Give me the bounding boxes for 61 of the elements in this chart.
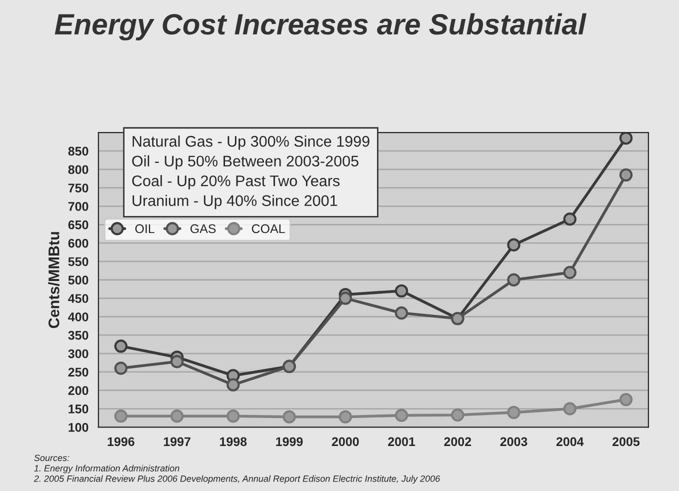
y-tick-label: 100 <box>68 422 88 432</box>
point <box>507 406 520 420</box>
point <box>619 132 633 145</box>
point <box>226 410 240 423</box>
y-tick-label: 800 <box>68 165 88 174</box>
annotation: Coal - Up 20% Past Two Years <box>132 175 340 190</box>
x-tick-label: 1996 <box>108 437 134 446</box>
point <box>563 212 576 226</box>
point <box>451 408 464 422</box>
point <box>338 292 352 305</box>
y-tick-label: 300 <box>68 349 88 358</box>
point <box>282 410 296 424</box>
text: 1. Energy Information Administration <box>34 464 180 474</box>
point <box>338 410 352 424</box>
point <box>114 362 128 375</box>
point <box>563 402 576 416</box>
x-tick-label: 2001 <box>388 437 416 446</box>
point <box>170 355 184 368</box>
y-tick-label: 550 <box>68 257 88 266</box>
legend-label: GAS <box>190 224 216 234</box>
source-note: Sources: <box>34 454 70 462</box>
point <box>114 340 128 353</box>
annotation: Oil - Up 50% Between 2003-2005 <box>132 155 358 170</box>
point <box>394 284 408 298</box>
x-tick-label: 1998 <box>220 437 247 446</box>
x-tick-label: 1997 <box>164 437 190 446</box>
x-tick-label: 2002 <box>444 437 472 446</box>
y-tick-label: 700 <box>68 202 88 211</box>
point <box>226 378 240 392</box>
point <box>507 273 520 286</box>
point <box>563 266 576 280</box>
y-tick-label: 850 <box>68 146 88 156</box>
y-tick-label: 350 <box>68 330 88 340</box>
y-tick-label: 150 <box>68 404 88 414</box>
y-tick-label: 600 <box>68 238 88 248</box>
text: 2. 2005 Financial Review Plus 2006 Developments, Annual Report Edison Electric Institute, July 2006 <box>34 475 440 484</box>
x-tick-label: 2005 <box>612 437 640 446</box>
point <box>394 306 408 320</box>
point <box>394 408 408 422</box>
y-tick-label: 200 <box>68 386 88 395</box>
annotation: Uranium - Up 40% Since 2001 <box>132 194 338 210</box>
point <box>619 392 633 406</box>
y-tick-label: 500 <box>68 276 88 285</box>
point <box>170 410 184 423</box>
x-tick-label: 2004 <box>556 437 584 446</box>
x-tick-label: 2000 <box>332 437 359 446</box>
x-tick-label: 2003 <box>500 437 528 446</box>
y-tick-label: 750 <box>68 184 88 192</box>
point <box>619 168 633 182</box>
legend-label: COAL <box>252 224 285 234</box>
y-tick-label: 450 <box>68 294 88 303</box>
y-tick-label: 400 <box>68 312 88 322</box>
annotation: Natural Gas - Up 300% Since 1999 <box>132 136 370 150</box>
chart-title: Energy Cost Increases are Substantial <box>54 13 587 40</box>
x-tick-label: 1999 <box>276 437 303 446</box>
legend-label: OIL <box>135 224 154 234</box>
y-axis-title: Cents/MMBtu <box>48 232 60 328</box>
y-tick-label: 650 <box>68 220 88 230</box>
y-tick-label: 250 <box>68 368 88 377</box>
point <box>507 238 520 252</box>
point <box>114 410 128 423</box>
